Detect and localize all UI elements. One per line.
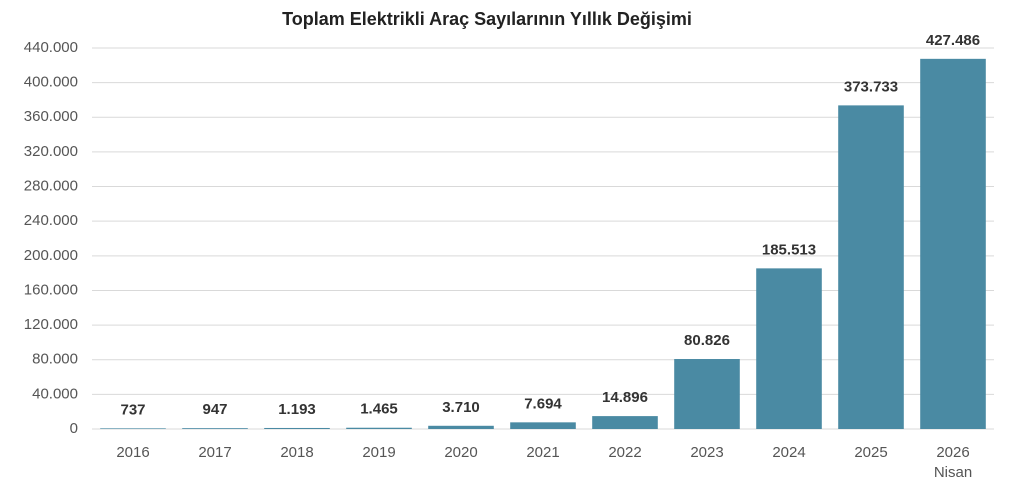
x-tick-label: 2021 — [526, 444, 559, 461]
bar — [264, 427, 330, 429]
y-tick-label: 120.000 — [24, 316, 78, 333]
y-tick-label: 200.000 — [24, 247, 78, 264]
y-tick-label: 160.000 — [24, 281, 78, 298]
y-tick-label: 440.000 — [24, 39, 78, 56]
bar — [510, 422, 576, 429]
x-tick-label: 2026 Nisan — [934, 444, 972, 481]
bar — [100, 428, 166, 429]
value-label: 373.733 — [844, 78, 898, 95]
value-label: 80.826 — [684, 332, 730, 349]
x-tick-label: 2019 — [362, 444, 395, 461]
value-label: 427.486 — [926, 32, 980, 49]
y-tick-label: 360.000 — [24, 108, 78, 125]
y-tick-label: 0 — [70, 420, 78, 437]
y-tick-label: 40.000 — [32, 385, 78, 402]
x-tick-label: 2023 — [690, 444, 723, 461]
y-tick-label: 320.000 — [24, 143, 78, 160]
y-tick-label: 80.000 — [32, 351, 78, 368]
value-label: 947 — [202, 401, 227, 418]
bar — [674, 359, 740, 429]
bar — [920, 58, 986, 429]
bar — [756, 268, 822, 429]
x-tick-label: 2025 — [854, 444, 887, 461]
chart-title: Toplam Elektrikli Araç Sayılarının Yıllı… — [282, 9, 692, 29]
y-tick-label: 400.000 — [24, 74, 78, 91]
bar — [182, 428, 248, 429]
x-tick-label: 2016 — [116, 444, 149, 461]
bar — [838, 105, 904, 429]
value-label: 737 — [120, 401, 145, 418]
value-label: 3.710 — [442, 399, 480, 416]
value-label: 1.465 — [360, 401, 398, 418]
value-label: 1.193 — [278, 401, 316, 418]
value-label: 14.896 — [602, 389, 648, 406]
x-tick-label: 2017 — [198, 444, 231, 461]
x-tick-label: 2022 — [608, 444, 641, 461]
y-tick-label: 240.000 — [24, 212, 78, 229]
x-tick-label: 2018 — [280, 444, 313, 461]
bar — [346, 427, 412, 429]
x-tick-label: 2024 — [772, 444, 805, 461]
value-label: 7.694 — [524, 395, 562, 412]
x-tick-label: 2020 — [444, 444, 477, 461]
bar — [592, 416, 658, 429]
bar — [428, 425, 494, 429]
y-tick-label: 280.000 — [24, 178, 78, 195]
value-label: 185.513 — [762, 241, 816, 258]
